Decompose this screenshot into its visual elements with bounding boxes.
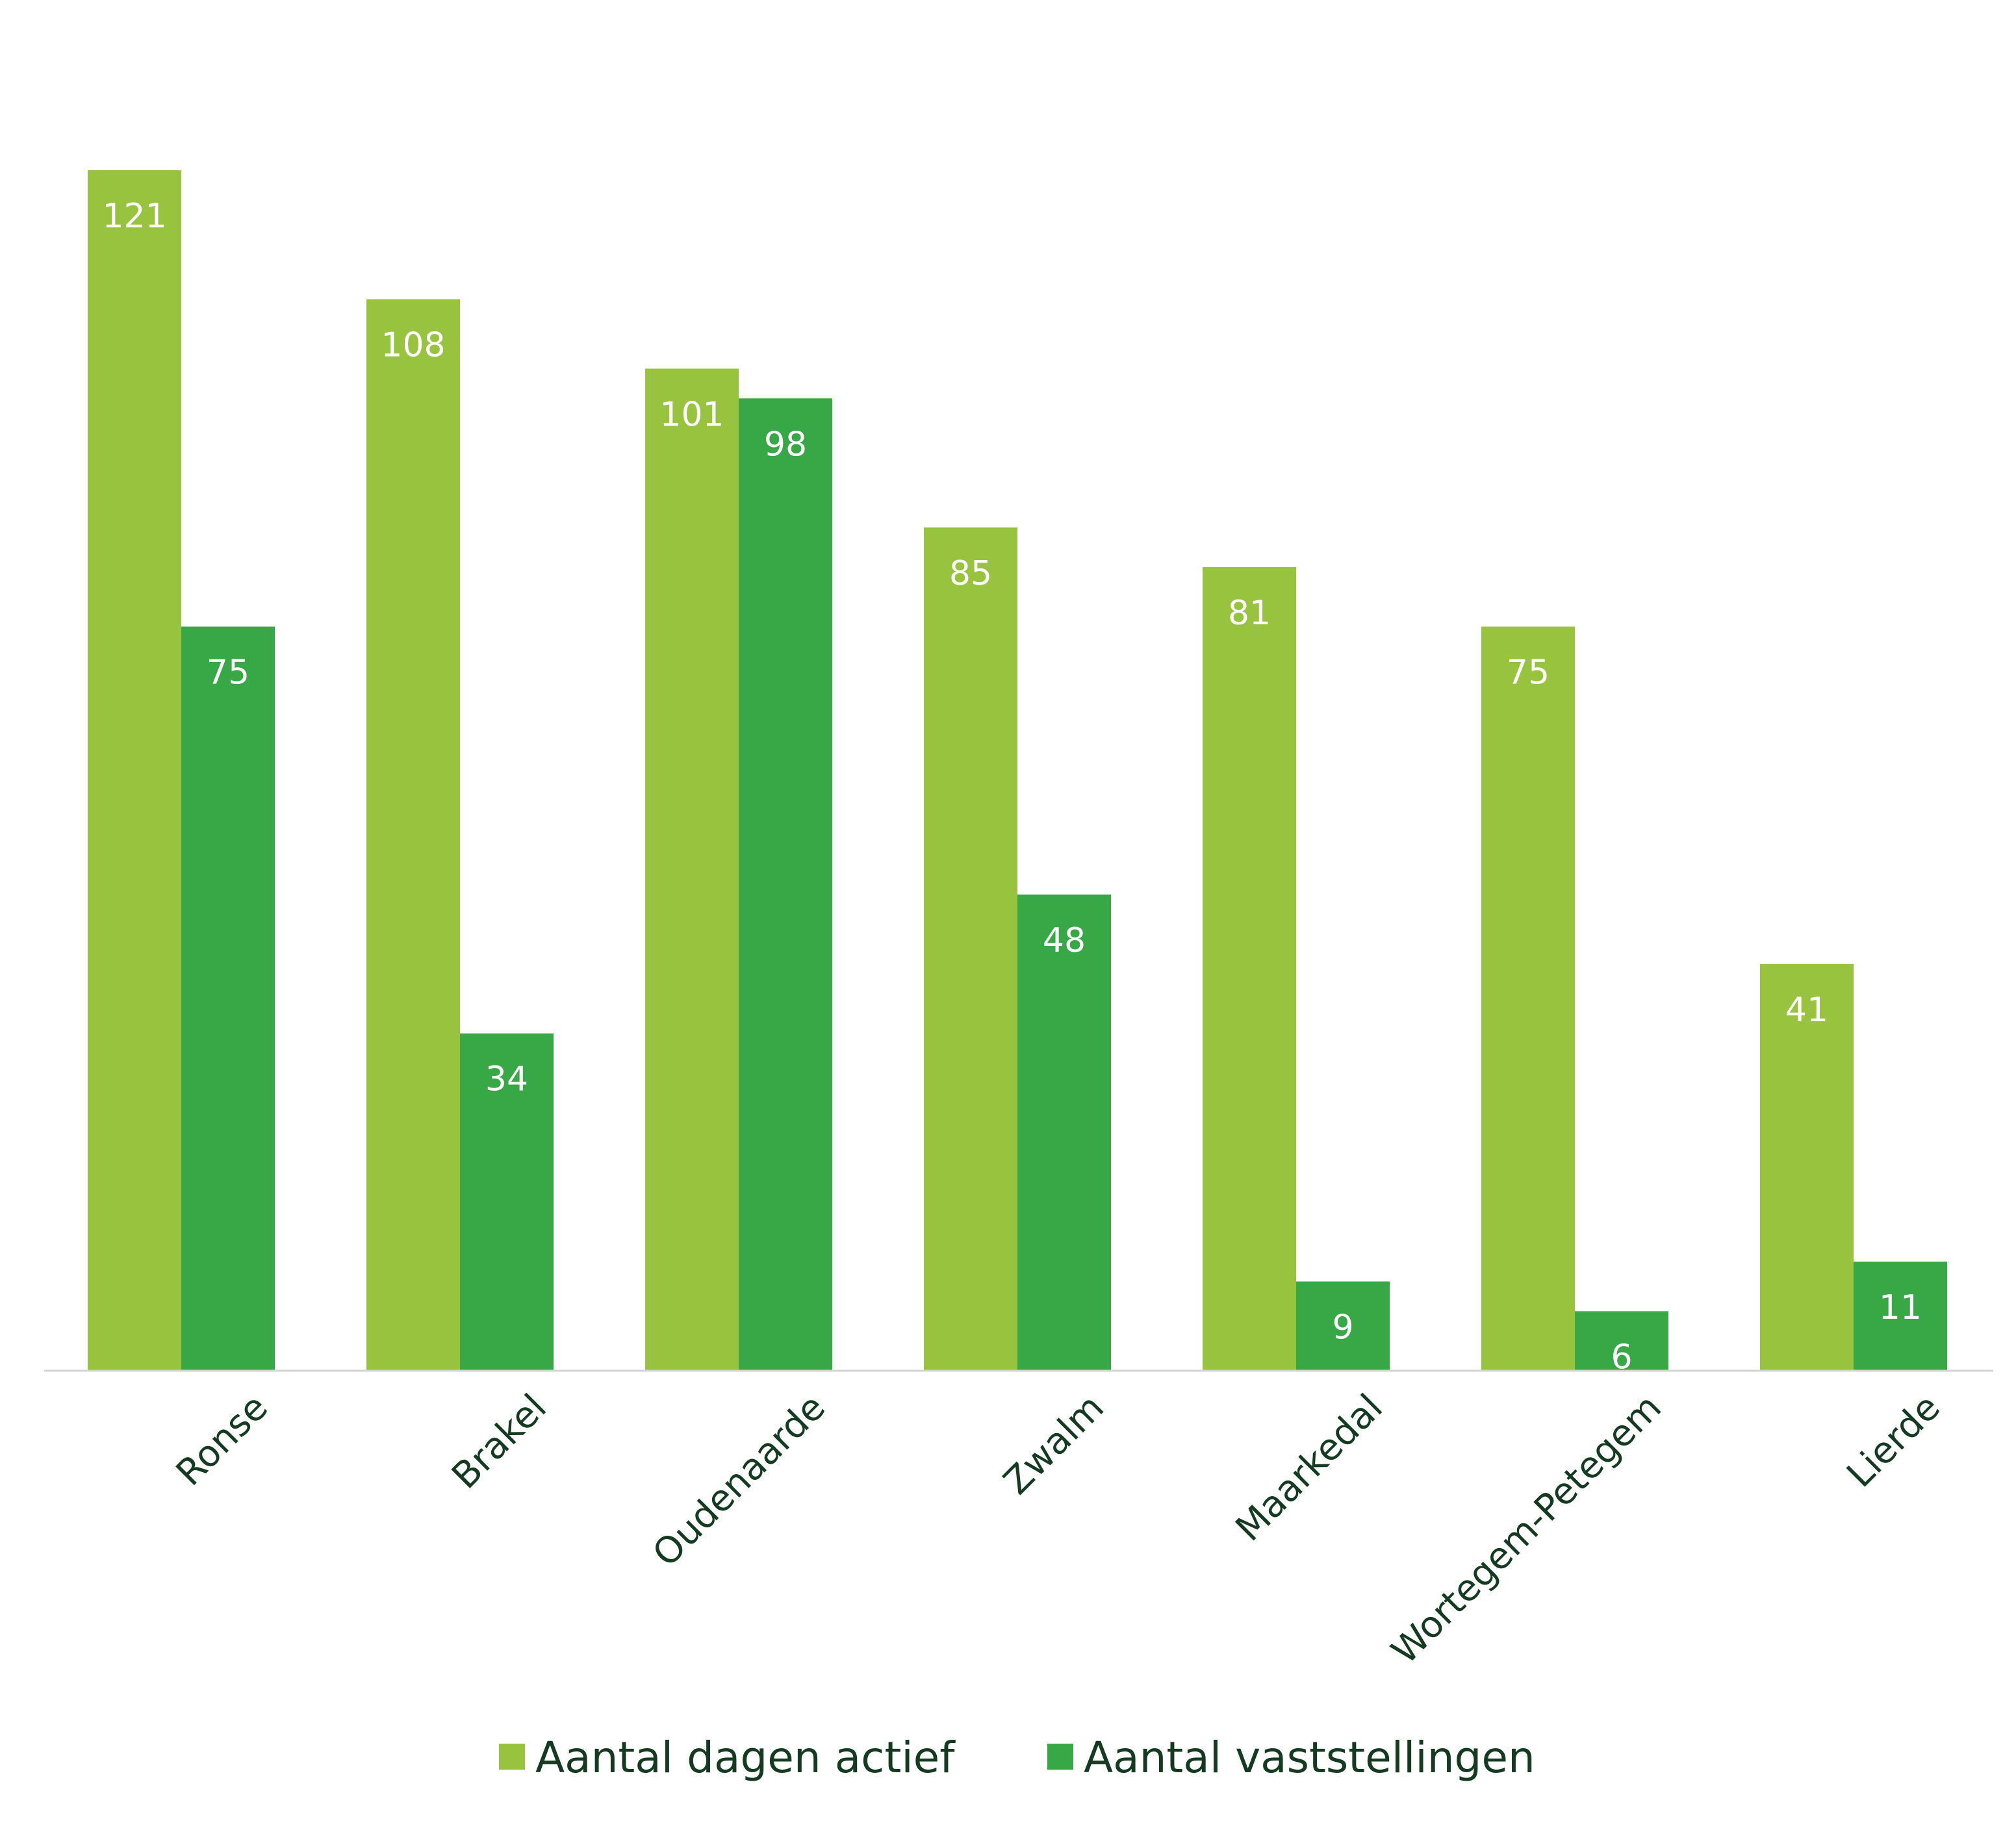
- legend: Aantal dagen actief Aantal vaststellingen: [499, 1733, 1535, 1783]
- bar-brakel-series-1: [366, 299, 460, 1371]
- data-label: 85: [949, 554, 992, 593]
- data-label: 75: [1507, 654, 1550, 693]
- legend-swatch: [1047, 1744, 1073, 1770]
- data-label: 108: [381, 326, 445, 365]
- bar-ronse-series-2: [181, 626, 275, 1371]
- category-label: Zwalm: [996, 1386, 1112, 1503]
- category-label: Maarkedal: [1228, 1386, 1391, 1549]
- bar-zwalm-series-2: [1017, 894, 1111, 1371]
- bar-maarkedal-series-1: [1203, 566, 1296, 1371]
- bar-maarkedal-series-2: [1296, 1281, 1390, 1371]
- bar-oudenaarde-series-2: [739, 398, 832, 1371]
- data-label: 121: [102, 197, 166, 236]
- bar-zwalm-series-1: [924, 527, 1017, 1371]
- category-label: Brakel: [444, 1386, 555, 1497]
- data-label: 9: [1332, 1308, 1353, 1347]
- bar-brakel-series-2: [460, 1033, 554, 1371]
- data-label: 48: [1043, 921, 1086, 960]
- category-label: Oudenaarde: [644, 1386, 833, 1575]
- category-label: Ronse: [168, 1386, 276, 1494]
- bar-lierde-series-2: [1854, 1262, 1947, 1371]
- legend-swatch: [499, 1744, 525, 1770]
- legend-label: Aantal vaststellingen: [1084, 1733, 1535, 1783]
- category-labels-group: Ronse Brakel Oudenaarde Zwalm MaarkedalWorte…: [168, 1386, 1948, 1672]
- category-label: Lierde: [1839, 1386, 1948, 1495]
- data-label: 98: [764, 425, 807, 464]
- bar-ronse-series-1: [88, 170, 181, 1371]
- category-label: Wortegem-Petegem: [1384, 1386, 1670, 1672]
- data-label: 34: [485, 1060, 528, 1099]
- data-label: 81: [1228, 594, 1271, 633]
- data-label: 41: [1785, 991, 1828, 1030]
- bars-group: [88, 170, 1947, 1371]
- bar-oudenaarde-series-1: [645, 368, 739, 1371]
- data-label: 75: [207, 654, 249, 693]
- data-label: 101: [659, 395, 724, 434]
- bar-wortegem-petegem-series-1: [1481, 626, 1575, 1371]
- legend-label: Aantal dagen actief: [535, 1733, 956, 1783]
- bar-wortegem-petegem-series-2: [1575, 1311, 1668, 1371]
- data-label: 11: [1879, 1288, 1922, 1327]
- bar-lierde-series-1: [1760, 963, 1854, 1371]
